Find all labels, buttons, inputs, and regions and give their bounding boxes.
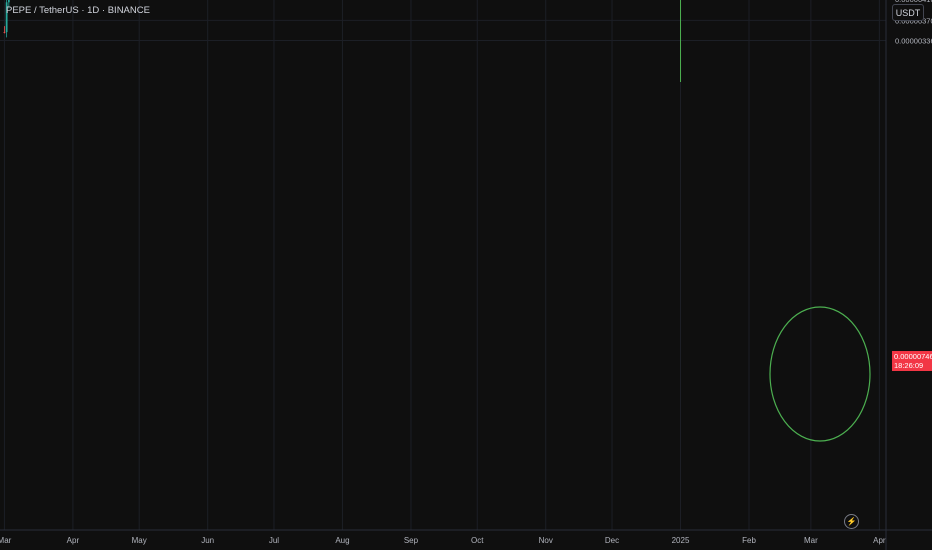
time-tick-label: 2025 [672,536,690,545]
candle-body [5,2,8,33]
time-tick-label: Apr [67,536,80,545]
grid [0,0,886,530]
candle-body [7,0,10,3]
time-tick-label: Oct [471,536,484,545]
time-tick-label: Aug [335,536,349,545]
time-axis[interactable]: Mar Apr May Jun Jul Aug Sep Oct Nov Dec 2025 Feb Mar… [0,529,932,545]
time-tick-label: Apr [873,536,886,545]
drawings [680,0,871,442]
price-tick-label: 0.00000410 [895,0,932,4]
bar-countdown: 18:26:09 [894,361,924,370]
time-tick-label: Jun [201,536,214,545]
time-tick-label: Jul [269,536,279,545]
last-price-value: 0.00000746 [894,352,932,361]
time-tick-label: Feb [742,536,756,545]
time-tick-label: Nov [539,536,553,545]
time-tick-label: Mar [804,536,818,545]
lightning-icon[interactable]: ⚡ [844,514,859,529]
currency-button[interactable]: USDT [892,4,924,21]
candle-body [3,32,6,33]
annotation-circle[interactable] [769,306,871,442]
symbol-title: PEPE / TetherUS · 1D · BINANCE [6,5,150,16]
time-tick-label: Mar [0,536,12,545]
time-tick-label: May [132,536,147,545]
time-tick-label: Sep [404,536,419,545]
candlestick-series [3,0,10,38]
price-tick-label: 0.00000336 [895,37,932,46]
last-price-label: 0.00000746 18:26:09 [892,351,932,371]
time-tick-label: Dec [605,536,619,545]
